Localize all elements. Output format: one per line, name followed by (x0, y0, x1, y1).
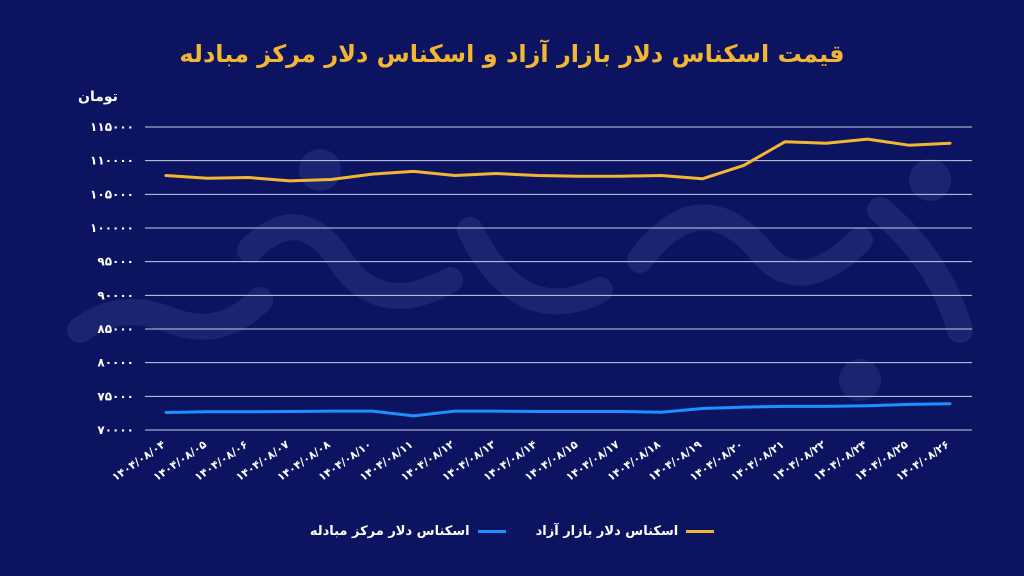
legend: اسکناس دلار بازار آزاد اسکناس دلار مرکز … (0, 524, 1024, 539)
series-lines (164, 137, 952, 418)
legend-swatch-exchange-center (477, 530, 506, 533)
y-tick-label: ۹۰۰۰۰ (97, 288, 134, 302)
legend-item-exchange-center: اسکناس دلار مرکز مبادله (310, 524, 506, 539)
grid-lines (145, 126, 972, 431)
legend-label-exchange-center: اسکناس دلار مرکز مبادله (309, 524, 470, 539)
series-line-free-market (164, 137, 952, 183)
y-tick-label: ۱۱۰۰۰۰ (90, 154, 134, 168)
y-tick-label: ۱۰۵۰۰۰ (90, 187, 134, 201)
legend-label-free-market: اسکناس دلار بازار آزاد (535, 524, 679, 539)
y-tick-label: ۱۱۵۰۰۰ (90, 120, 134, 134)
y-axis-ticks: ۷۰۰۰۰ ۷۵۰۰۰ ۸۰۰۰۰ ۸۵۰۰۰ ۹۰۰۰۰ ۹۵۰۰۰ ۱۰۰۰۰۰ ۱۰۵۰… (90, 120, 134, 437)
watermark-logo (67, 149, 973, 401)
series-line-exchange-center (164, 402, 952, 418)
y-tick-label: ۷۰۰۰۰ (97, 423, 134, 437)
y-tick-label: ۸۰۰۰۰ (97, 356, 134, 370)
y-axis-unit-label: تومان (78, 89, 118, 105)
chart-title: قیمت اسکناس دلار بازار آزاد و اسکناس دلا… (179, 40, 845, 68)
legend-item-free-market: اسکناس دلار بازار آزاد (536, 524, 715, 539)
y-tick-label: ۹۵۰۰۰ (97, 255, 134, 269)
y-tick-label: ۸۵۰۰۰ (97, 322, 134, 336)
x-axis-ticks: ۱۴۰۴/۰۸/۰۴۱۴۰۴/۰۸/۰۵۱۴۰۴/۰۸/۰۶۱۴۰۴/۰۸/۰۷… (110, 438, 952, 484)
y-tick-label: ۷۵۰۰۰ (97, 389, 134, 403)
y-tick-label: ۱۰۰۰۰۰ (90, 221, 134, 235)
legend-swatch-free-market (686, 530, 715, 533)
